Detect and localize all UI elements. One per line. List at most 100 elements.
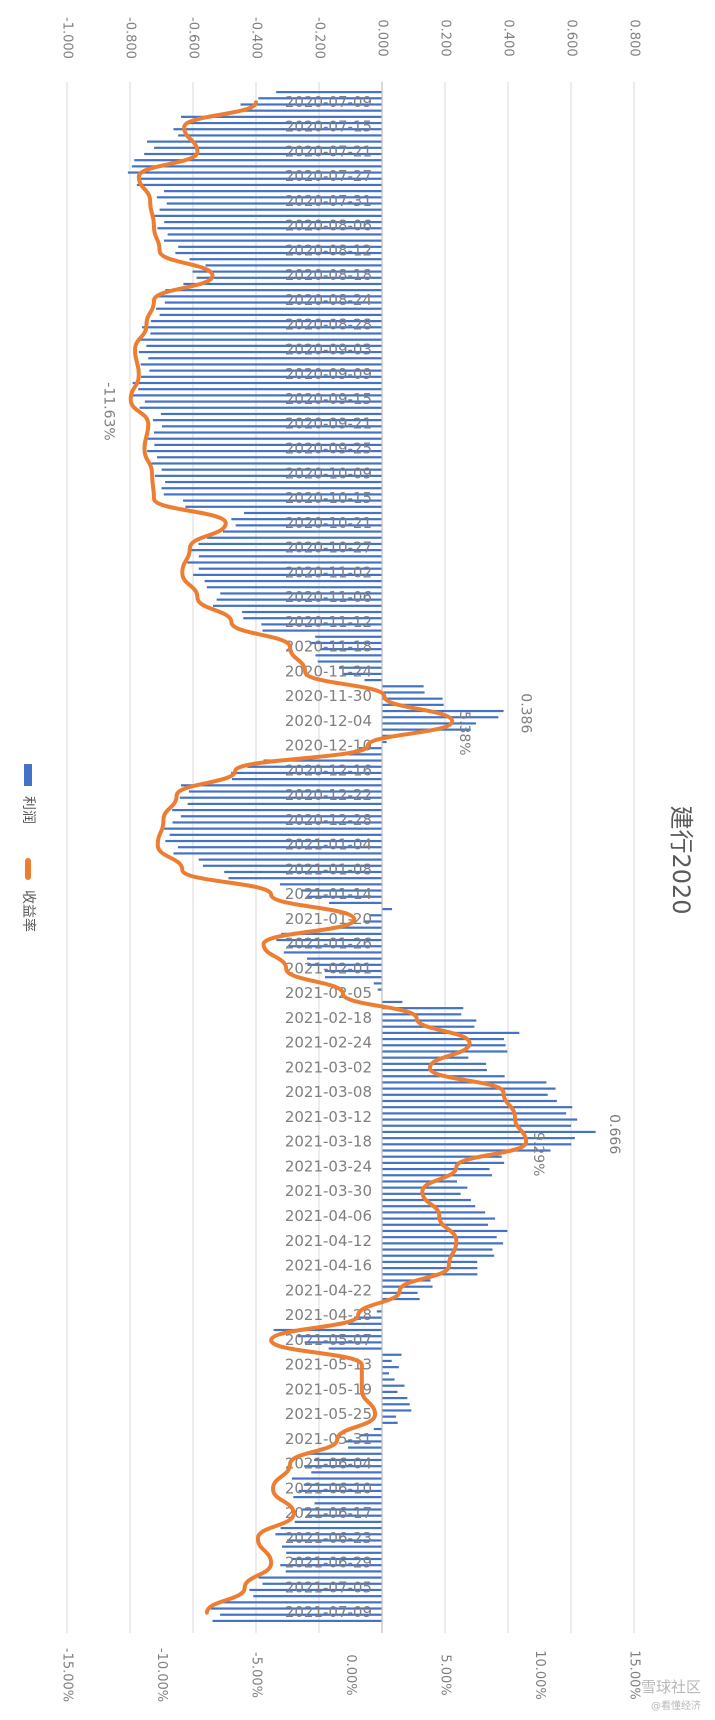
profit-bar: [243, 617, 382, 620]
profit-bar: [275, 1533, 382, 1536]
category-label: 2021-04-22: [285, 1281, 372, 1299]
profit-bar: [172, 821, 382, 824]
profit-bar: [165, 480, 382, 484]
category-label: 2021-05-25: [285, 1405, 372, 1423]
profit-bar: [382, 1353, 402, 1356]
profit-bar: [382, 1254, 495, 1257]
profit-bar: [127, 171, 382, 174]
profit-bar: [291, 1557, 382, 1561]
profit-bar: [156, 295, 382, 298]
profit-tick-label: -1.000: [60, 17, 75, 59]
profit-bar: [210, 1607, 382, 1610]
return-axis-ticks: -15.00% -10.00% -5.00% 0.00% 5.00% 10.00% 15.0…: [60, 1648, 642, 1702]
profit-bar: [298, 1489, 382, 1493]
profit-bar: [382, 691, 425, 694]
category-label: 2020-07-31: [285, 192, 372, 210]
profit-bar: [149, 369, 382, 372]
profit-bar: [285, 1570, 382, 1573]
profit-bar: [382, 1013, 462, 1016]
legend-label-return: 收益率: [20, 890, 37, 932]
category-label: 2020-07-27: [285, 167, 372, 185]
category-label: 2021-01-04: [285, 836, 372, 854]
profit-bar: [181, 784, 382, 787]
profit-bar: [339, 666, 382, 669]
profit-bar: [153, 214, 382, 217]
profit-bar: [164, 190, 382, 193]
profit-bar: [175, 251, 382, 255]
category-labels: 2020-07-09 2020-07-15 2020-07-21 2020-07-27…: [285, 93, 372, 1621]
profit-bar: [276, 91, 382, 94]
profit-bar: [164, 239, 382, 242]
profit-bar: [192, 270, 382, 273]
category-label: 2020-08-12: [285, 241, 372, 259]
profit-bar: [161, 487, 382, 490]
return-tick-label: -15.00%: [60, 1648, 75, 1702]
profit-bar: [382, 1390, 398, 1393]
data-label: 0.666: [606, 1114, 622, 1154]
profit-bar: [382, 1372, 390, 1375]
profit-bar: [136, 338, 382, 341]
data-label: 5.38%: [456, 711, 472, 755]
category-label: 2020-11-12: [285, 613, 372, 631]
profit-bar: [382, 1124, 572, 1127]
profit-tick-label: -0.400: [249, 17, 264, 59]
category-label: 2021-06-04: [285, 1455, 372, 1473]
category-label: 2021-03-24: [285, 1157, 372, 1175]
profit-bar: [303, 1483, 382, 1486]
profit-bar: [239, 109, 382, 112]
profit-bar: [193, 573, 382, 576]
profit-bar: [179, 796, 382, 799]
profit-bar: [147, 449, 382, 453]
profit-bar: [156, 196, 382, 199]
category-label: 2021-04-12: [285, 1232, 372, 1250]
profit-bar: [132, 394, 382, 397]
profit-bar: [382, 1267, 478, 1270]
watermark: 雪球社区 @看懂经济: [641, 1676, 701, 1712]
category-label: 2021-03-18: [285, 1133, 372, 1151]
profit-bar: [307, 963, 382, 966]
profit-bar: [280, 1564, 382, 1567]
profit-bar: [314, 1502, 382, 1505]
profit-bar: [382, 716, 499, 719]
profit-bar: [159, 208, 382, 211]
watermark-author: @看懂经济: [651, 1701, 701, 1712]
category-label: 2020-11-18: [285, 638, 372, 656]
category-label: 2020-07-21: [285, 142, 372, 160]
category-label: 2021-04-16: [285, 1257, 372, 1275]
profit-bar: [382, 1409, 412, 1412]
profit-tick-label: -0.600: [186, 17, 201, 59]
category-label: 2021-02-05: [285, 984, 372, 1002]
category-label: 2021-02-18: [285, 1009, 372, 1027]
profit-bar: [359, 1434, 382, 1437]
profit-bar: [187, 561, 382, 564]
profit-bar: [343, 672, 382, 676]
profit-bar: [382, 1384, 405, 1387]
profit-bar: [382, 1205, 476, 1208]
profit-bar: [190, 549, 382, 552]
profit-bar: [152, 419, 382, 422]
profit-bars: [127, 91, 596, 1623]
profit-bar: [204, 579, 382, 583]
profit-bar: [139, 406, 382, 409]
profit-bar: [150, 320, 382, 323]
profit-bar: [166, 202, 382, 205]
profit-bar: [382, 1378, 395, 1381]
profit-bar: [220, 1613, 382, 1616]
profit-bar: [382, 685, 424, 688]
profit-bar: [198, 858, 382, 861]
category-label: 2021-07-09: [285, 1603, 372, 1621]
category-label: 2020-09-09: [285, 365, 372, 383]
profit-bar: [187, 802, 382, 805]
profit-bar: [382, 1081, 547, 1084]
profit-bar: [382, 1000, 403, 1004]
profit-bar: [309, 641, 382, 645]
profit-bar: [286, 1551, 382, 1554]
data-label: -11.63%: [101, 382, 117, 440]
profit-bar: [183, 282, 382, 286]
profit-bar: [206, 586, 382, 589]
profit-bar: [382, 722, 477, 725]
category-label: 2020-11-24: [285, 662, 372, 680]
profit-bar: [144, 437, 382, 440]
profit-bar: [324, 976, 382, 979]
return-series-line: [128, 100, 529, 1615]
